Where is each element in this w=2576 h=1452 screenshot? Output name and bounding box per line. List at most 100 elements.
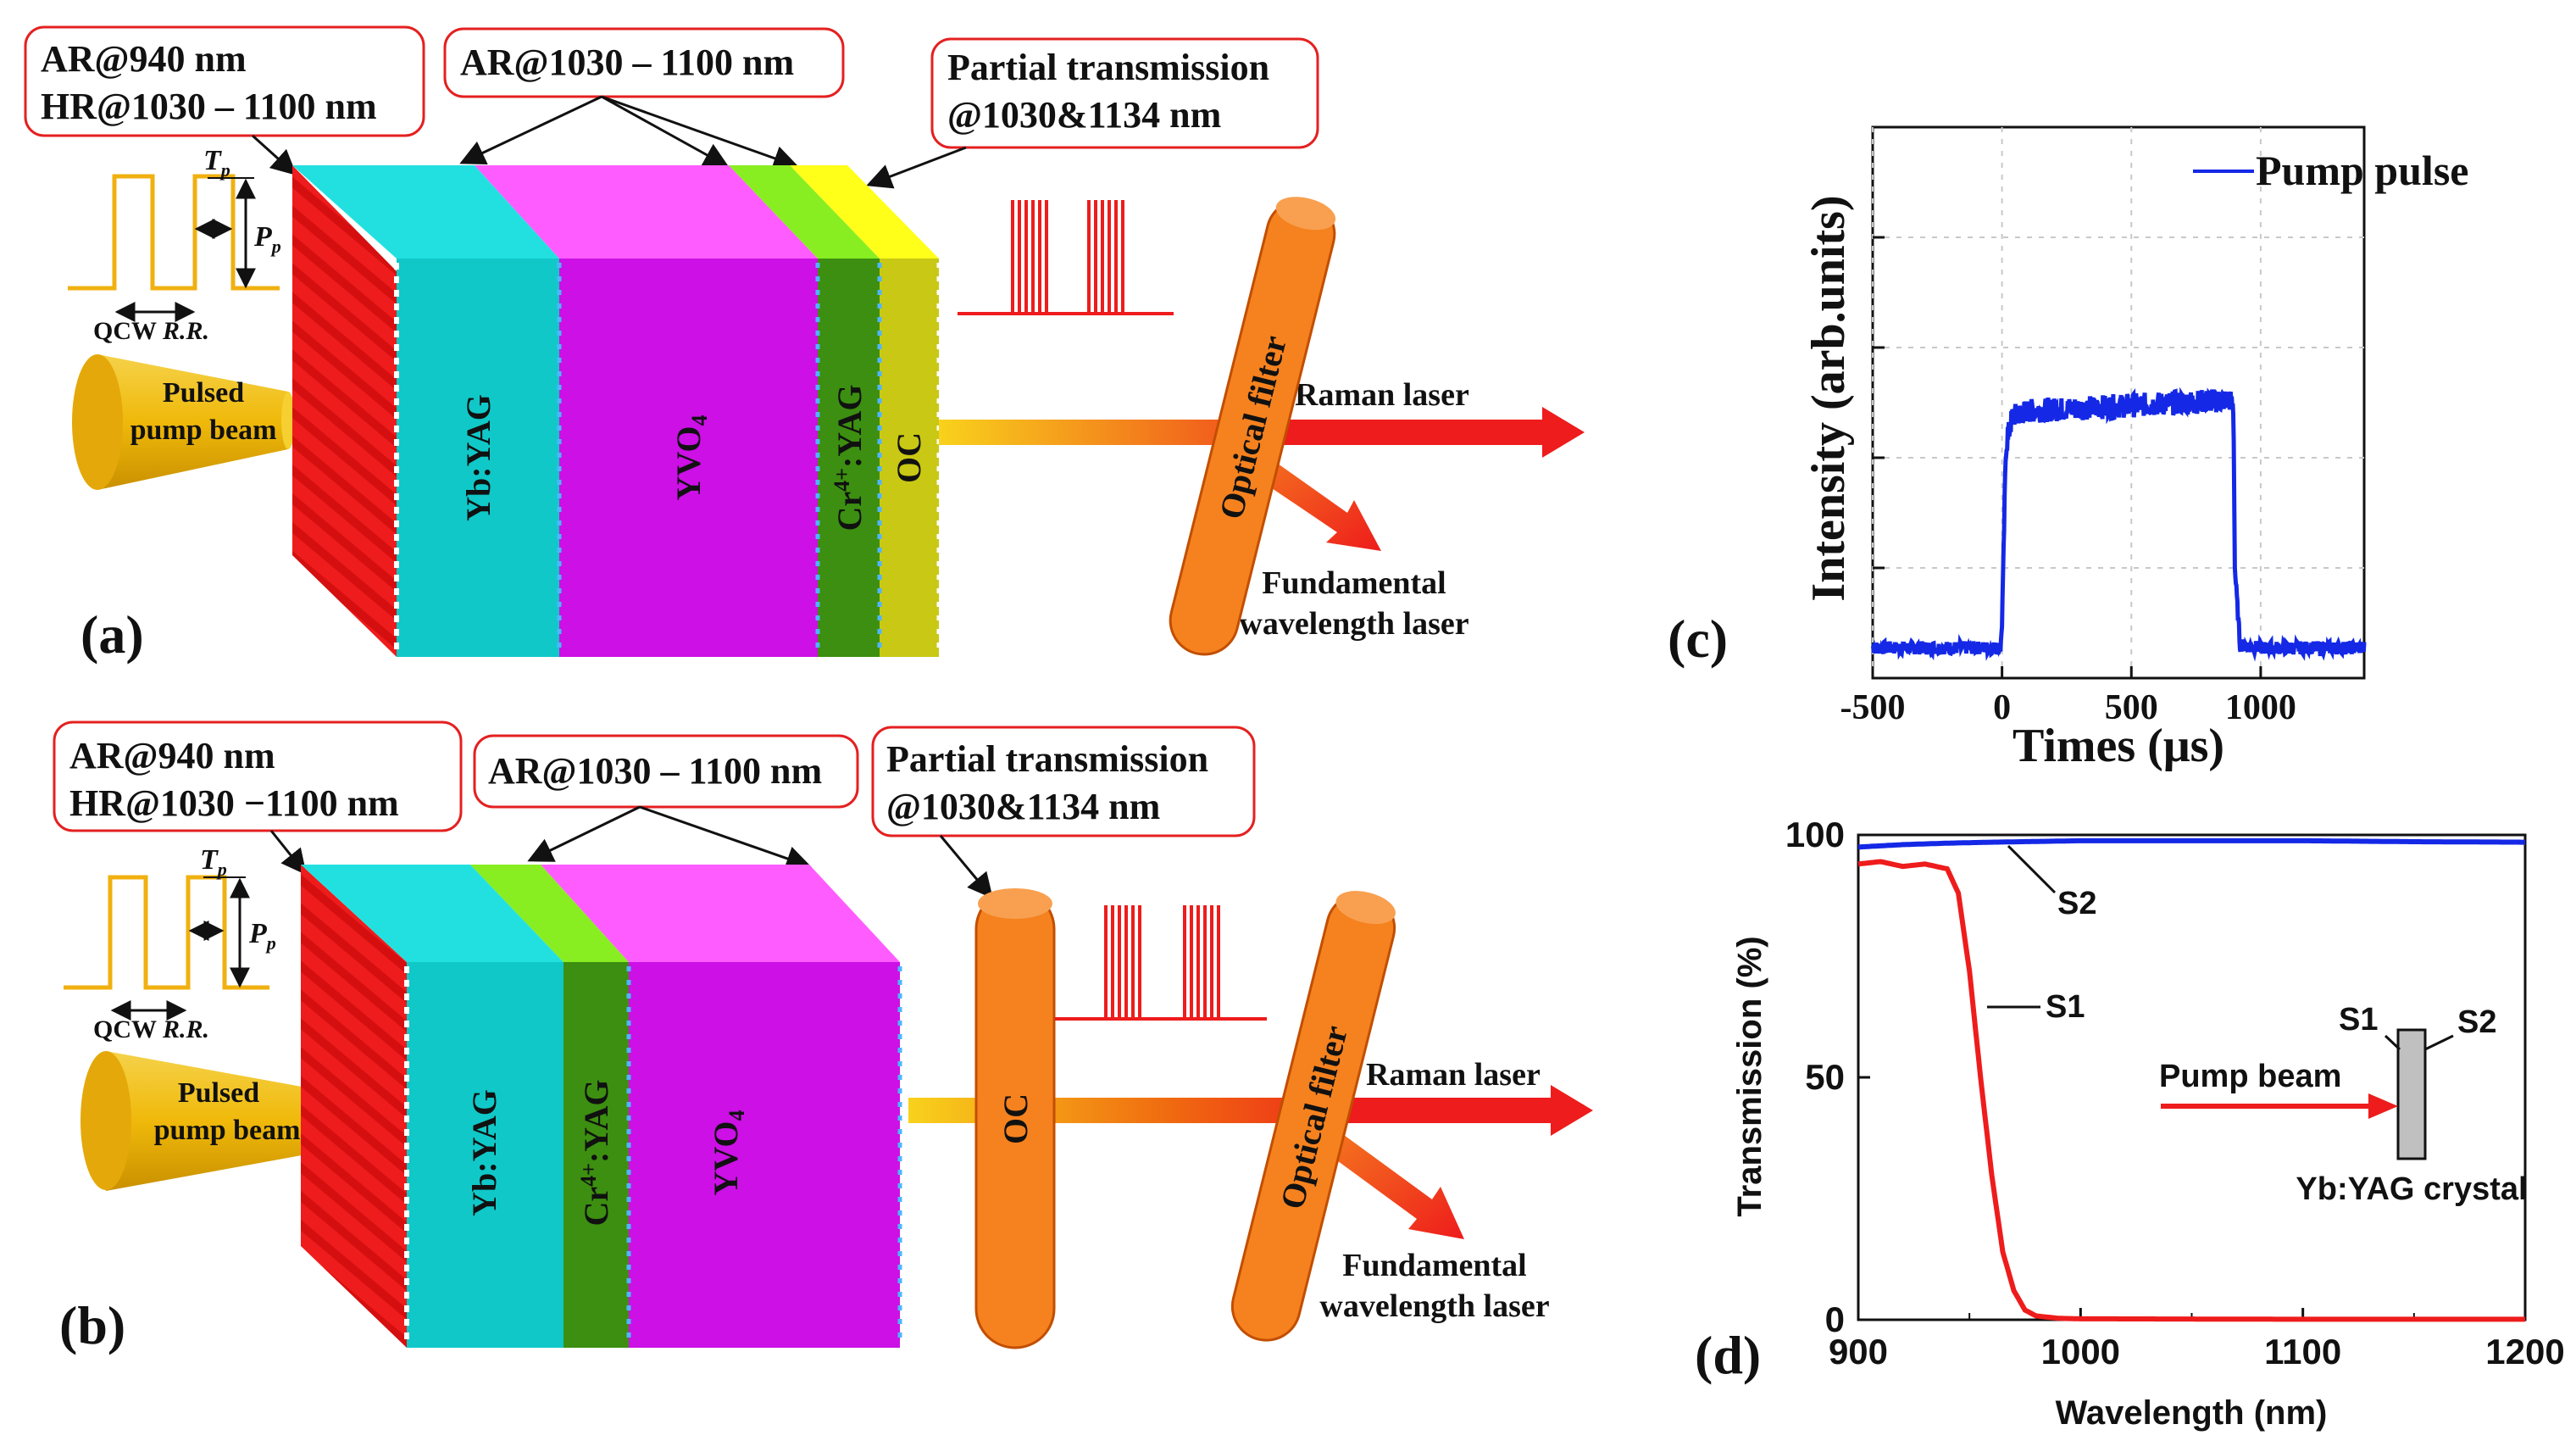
yvo-top-b	[541, 865, 900, 962]
pp-label-a: Pp	[253, 221, 281, 257]
label-cr-a: Cr4+:YAG	[830, 384, 869, 531]
label-yvo-b: YVO4	[707, 1110, 749, 1195]
inset-crystal	[2396, 1028, 2427, 1160]
fund-label-a-2: wavelength laser	[1239, 606, 1468, 642]
label-yag-b: Yb:YAG	[465, 1089, 503, 1216]
qcw-pulse-waveform-b	[64, 875, 269, 990]
chart-c-xtick-label: -500	[1840, 688, 1906, 727]
yag-crystal-b	[407, 962, 564, 1348]
pump-label-b-2: pump beam	[154, 1115, 301, 1146]
callout-b-2	[473, 734, 859, 809]
yvo-crystal-a	[559, 259, 818, 657]
chart-d-ytick-label: 0	[1825, 1299, 1845, 1339]
yag-top-a	[292, 165, 559, 259]
hr-mirror-b	[301, 865, 407, 1348]
label-cr-b: Cr4+:YAG	[576, 1079, 615, 1226]
raman-label-a: Raman laser	[1295, 377, 1469, 413]
oc-top-a	[790, 165, 939, 259]
callout-b-1	[53, 720, 463, 832]
hr-mirror-a	[292, 165, 397, 657]
callout-a-2-arrow3	[601, 95, 799, 171]
chart-d-annot-s1: S1	[2046, 989, 2085, 1025]
chart-c-ylabel: Intensity (arb.units)	[1802, 195, 1855, 601]
cr-top-a	[729, 165, 880, 259]
callout-b-1-line2: HR@1030 −1100 nm	[69, 782, 399, 824]
callout-a-2-arrow2	[601, 95, 730, 168]
callout-b-3-arrow	[939, 835, 993, 899]
pump-label-a-2: pump beam	[130, 414, 277, 446]
oc-lens-b: OC	[974, 888, 1056, 1349]
fund-label-a-1: Fundamental	[1262, 565, 1446, 601]
callout-a-3-arrow	[866, 146, 967, 189]
pump-cone-a	[97, 354, 288, 490]
callout-a-3-line2: @1030&1134 nm	[947, 94, 1221, 136]
tp-label-b: Tp	[200, 844, 227, 880]
yag-top-b	[301, 865, 564, 962]
callout-b-3-line2: @1030&1134 nm	[886, 786, 1160, 827]
label-oc-a: OC	[890, 432, 928, 483]
chart-d-ytick-label: 50	[1805, 1057, 1845, 1097]
cr-top-b	[470, 865, 629, 962]
callout-b-2-arrow2	[639, 805, 812, 871]
callout-b-2-arrow1	[527, 805, 641, 862]
panel-b: AR@940 nm HR@1030 −1100 nm AR@1030 – 110…	[53, 720, 1593, 1355]
callout-a-2	[443, 27, 845, 98]
rr-label-a: QCW R.R.	[93, 317, 209, 345]
fundamental-arrow-b	[1309, 1119, 1464, 1239]
chart-d-xtick-label: 1200	[2485, 1332, 2564, 1371]
chart-d-xtick-label: 1000	[2041, 1332, 2120, 1371]
oc-crystal-a	[880, 259, 939, 657]
panel-a: AR@940 nm HR@1030 – 1100 nm AR@1030 – 11…	[24, 25, 1585, 665]
rr-label-b: QCW R.R.	[93, 1015, 209, 1043]
callout-a-2-line1: AR@1030 – 1100 nm	[460, 42, 794, 83]
panel-d-chart: (d) 900 1000 1100 1200 0 50 100 S2 S1 S1 S2 Pu…	[1695, 815, 2565, 1432]
cr-crystal-b	[564, 962, 629, 1348]
inset-s2-pointer	[2424, 1034, 2454, 1051]
chart-c-xtick-label: 1000	[2225, 688, 2296, 727]
yvo-top-a	[475, 165, 818, 259]
callout-b-3-line1: Partial transmission	[886, 738, 1208, 780]
pump-cone-b-face	[80, 1051, 131, 1190]
chart-c-xlabel: Times (μs)	[2012, 720, 2224, 772]
pump-label-b-1: Pulsed	[178, 1077, 259, 1109]
inset-s1-label: S1	[2339, 1002, 2378, 1038]
panel-c-chart: (c) -500 0 500 1000 Pump pulse Times (μs) I…	[1668, 125, 2468, 772]
callout-b-2-line1: AR@1030 – 1100 nm	[488, 750, 822, 792]
cr-crystal-a	[818, 259, 880, 657]
chart-d-s2-pointer	[2007, 844, 2057, 894]
callout-a-3-line1: Partial transmission	[947, 47, 1269, 88]
chart-c-series-pump-pulse	[1870, 387, 2367, 662]
panel-label-a: (a)	[80, 604, 144, 665]
fund-label-b-2: wavelength laser	[1319, 1288, 1549, 1324]
inset-s1-pointer	[2384, 1034, 2401, 1051]
label-yvo-a: YVO4	[669, 414, 712, 500]
inset-pump-arrowhead	[2368, 1093, 2398, 1119]
panel-label-c: (c)	[1668, 609, 1728, 669]
raman-arrow-b	[1296, 1085, 1593, 1136]
chart-c-ticks: -500 0 500 1000	[1840, 236, 2296, 727]
pump-cone-a-tip	[281, 392, 295, 449]
callout-a-1	[24, 25, 425, 137]
callout-b-1-line1: AR@940 nm	[69, 735, 275, 776]
raman-arrow-a	[1237, 407, 1585, 458]
raman-label-b: Raman laser	[1366, 1057, 1541, 1093]
callout-a-1-arrow	[251, 134, 297, 176]
chart-d-ytick-label: 100	[1785, 815, 1845, 854]
yag-crystal-a	[397, 259, 559, 657]
callout-b-1-arrow	[269, 830, 307, 876]
pump-label-a-1: Pulsed	[163, 377, 244, 409]
chart-c-legend-label: Pump pulse	[2256, 147, 2468, 194]
chart-d-xtick-label: 1100	[2264, 1332, 2341, 1371]
callout-b-3	[871, 726, 1256, 837]
chart-d-xtick-label: 900	[1829, 1332, 1888, 1371]
chart-c-xtick-label: 500	[2105, 688, 2158, 727]
callout-a-1-line2: HR@1030 – 1100 nm	[41, 86, 377, 127]
chart-d-annot-s2: S2	[2057, 886, 2096, 921]
pump-cone-b	[106, 1051, 339, 1191]
chart-d-series-s1	[1857, 859, 2525, 1322]
oc-label-b: OC	[997, 1093, 1035, 1144]
callout-a-3	[930, 37, 1319, 149]
pump-cone-a-face	[72, 354, 123, 490]
pp-label-b: Pp	[248, 918, 276, 954]
